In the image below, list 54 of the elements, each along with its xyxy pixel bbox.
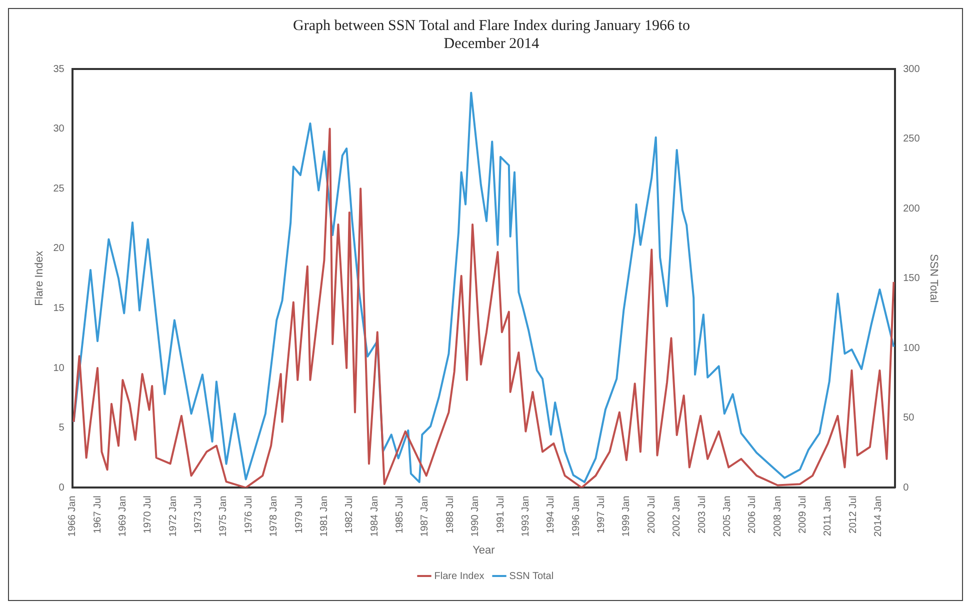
- x-tick-label: 2006 Jul: [747, 496, 758, 534]
- y2-tick-label: 100: [903, 342, 920, 354]
- x-tick-label: 1982 Jul: [344, 496, 356, 534]
- x-tick-label: 1972 Jan: [168, 496, 179, 537]
- x-tick-label: 1969 Jan: [117, 496, 128, 537]
- x-tick-label: 1987 Jan: [420, 496, 431, 537]
- y-tick-label: 15: [53, 302, 65, 314]
- x-tick-label: 2012 Jul: [848, 496, 859, 534]
- x-tick-label: 1973 Jul: [193, 496, 204, 534]
- x-tick-label: 1967 Jul: [92, 496, 104, 534]
- x-tick-label: 2011 Jan: [822, 496, 834, 536]
- x-tick-label: 2009 Jul: [798, 496, 809, 534]
- y-tick-label: 35: [53, 64, 65, 75]
- x-tick-label: 2003 Jul: [696, 496, 708, 534]
- x-tick-label: 1985 Jul: [394, 496, 406, 534]
- x-tick-label: 2008 Jan: [772, 496, 784, 537]
- y-tick-label: 0: [58, 482, 65, 494]
- y-tick-label: 5: [58, 422, 65, 434]
- y-tick-label: 20: [53, 243, 65, 254]
- x-tick-label: 1966 Jan: [67, 496, 78, 537]
- x-tick-label: 1975 Jan: [218, 496, 230, 537]
- x-tick-label: 2002 Jan: [672, 496, 683, 537]
- x-tick-label: 1976 Jul: [243, 496, 254, 534]
- x-tick-label: 1978 Jan: [268, 496, 280, 537]
- x-tick-label: 1993 Jan: [520, 496, 532, 537]
- x-tick-label: 1997 Jul: [596, 496, 608, 534]
- y2-axis-title: SSN Total: [927, 254, 940, 303]
- x-tick-label: 1991 Jul: [495, 496, 506, 534]
- x-axis-title: Year: [472, 544, 496, 556]
- x-tick-label: 2014 Jan: [873, 496, 884, 537]
- x-tick-label: 1996 Jan: [570, 496, 582, 537]
- legend-label: SSN Total: [509, 570, 554, 582]
- x-tick-label: 2005 Jan: [722, 496, 733, 537]
- x-tick-label: 1999 Jan: [621, 496, 632, 537]
- x-tick-label: 1979 Jul: [294, 496, 305, 534]
- y2-tick-label: 250: [903, 134, 920, 145]
- x-tick-label: 1988 Jul: [444, 496, 456, 534]
- y-tick-label: 25: [53, 183, 65, 194]
- y-axis-title: Flare Index: [34, 250, 46, 306]
- y2-tick-label: 300: [903, 64, 920, 75]
- x-tick-label: 1994 Jul: [546, 496, 557, 534]
- x-tick-label: 1984 Jan: [369, 496, 380, 537]
- y-tick-label: 30: [53, 124, 65, 135]
- y2-tick-label: 50: [903, 412, 915, 424]
- y2-tick-label: 150: [903, 273, 920, 284]
- y-tick-label: 10: [53, 362, 65, 374]
- y2-tick-label: 0: [903, 482, 910, 494]
- x-tick-label: 2000 Jul: [646, 496, 658, 534]
- x-tick-label: 1981 Jan: [318, 496, 330, 537]
- legend-label: Flare Index: [434, 570, 484, 582]
- y2-tick-label: 200: [903, 203, 920, 214]
- chart-title: Graph between SSN Total and Flare Index during January 1966 to December 2014: [292, 17, 691, 53]
- x-tick-label: 1970 Jul: [142, 496, 154, 534]
- x-tick-label: 1990 Jan: [470, 496, 482, 537]
